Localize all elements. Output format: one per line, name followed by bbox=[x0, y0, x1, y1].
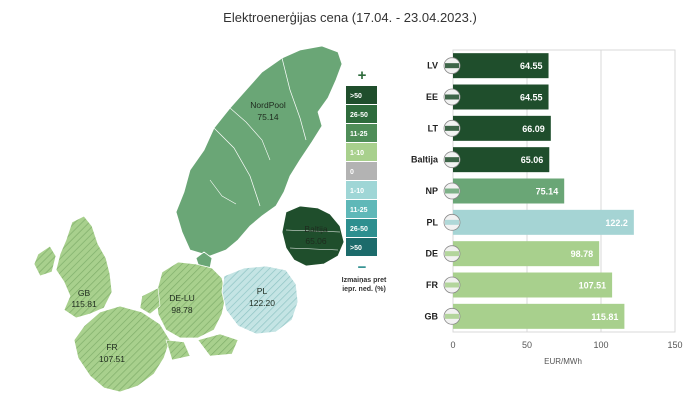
bar bbox=[453, 84, 549, 110]
map-label-fr: FR bbox=[106, 342, 117, 352]
bar bbox=[453, 53, 549, 79]
legend-swatch bbox=[346, 181, 377, 199]
legend-minus-icon: − bbox=[358, 259, 367, 276]
legend-swatch bbox=[346, 105, 377, 123]
region-pl bbox=[221, 265, 299, 335]
category-label: EE bbox=[426, 92, 438, 102]
legend-swatch-label: 0 bbox=[350, 169, 354, 176]
flag-stripe bbox=[445, 157, 459, 163]
chart-title: Elektroenerģijas cena (17.04. - 23.04.20… bbox=[223, 10, 477, 25]
x-axis-title: EUR/MWh bbox=[544, 357, 582, 366]
x-tick-label: 50 bbox=[522, 340, 532, 350]
legend-caption-line1: Izmaiņas pret bbox=[342, 277, 387, 284]
map-value-gb: 115.81 bbox=[71, 299, 97, 309]
bar-value-label: 64.55 bbox=[520, 61, 543, 71]
bar-value-label: 66.09 bbox=[522, 124, 545, 134]
legend-swatch-label: 26-50 bbox=[350, 226, 368, 233]
bar-value-label: 65.06 bbox=[521, 155, 544, 165]
map-label-nordpool: NordPool bbox=[250, 100, 286, 110]
bar-value-label: 75.14 bbox=[536, 187, 559, 197]
legend-swatch-label: 11-25 bbox=[350, 131, 368, 138]
category-label: GB bbox=[425, 311, 439, 321]
flag-stripe bbox=[445, 94, 459, 100]
region-gb bbox=[55, 215, 113, 319]
legend-swatch bbox=[346, 238, 377, 256]
map: NordPool 75.14 Baltija 65.06 GB 115.81 D… bbox=[33, 45, 345, 393]
flag-stripe bbox=[445, 251, 459, 257]
legend-swatch-label: >50 bbox=[350, 93, 362, 100]
category-label: FR bbox=[426, 280, 438, 290]
x-tick-label: 0 bbox=[450, 340, 455, 350]
region-baltija bbox=[281, 205, 345, 267]
legend-swatch bbox=[346, 219, 377, 237]
region-nordpool bbox=[175, 45, 343, 257]
bar bbox=[453, 272, 613, 298]
bar-value-label: 64.55 bbox=[520, 93, 543, 103]
legend-swatch bbox=[346, 143, 377, 161]
bar bbox=[453, 303, 625, 329]
category-label: Baltija bbox=[411, 155, 439, 165]
region-delu bbox=[155, 261, 227, 339]
map-value-nordpool: 75.14 bbox=[257, 112, 279, 122]
legend-swatch bbox=[346, 124, 377, 142]
category-label: NP bbox=[425, 186, 438, 196]
region-fr bbox=[73, 305, 171, 393]
category-label: DE bbox=[425, 249, 438, 259]
map-label-delu: DE-LU bbox=[169, 293, 195, 303]
legend-plus-icon: + bbox=[358, 67, 367, 84]
map-value-delu: 98.78 bbox=[171, 305, 193, 315]
category-label: PL bbox=[426, 217, 438, 227]
legend-swatch-label: 1-10 bbox=[350, 188, 364, 195]
flag-stripe bbox=[445, 219, 459, 225]
category-label: LV bbox=[427, 61, 438, 71]
map-label-pl: PL bbox=[257, 286, 268, 296]
flag-stripe bbox=[445, 125, 459, 131]
legend-swatch bbox=[346, 162, 377, 180]
flag-stripe bbox=[445, 188, 459, 194]
flag-stripe bbox=[445, 313, 459, 319]
bar-value-label: 115.81 bbox=[591, 312, 618, 322]
bar-value-label: 98.78 bbox=[571, 249, 594, 259]
bar-value-label: 122.2 bbox=[605, 218, 628, 228]
legend-swatch-label: 26-50 bbox=[350, 112, 368, 119]
flag-stripe bbox=[445, 63, 459, 69]
x-tick-label: 150 bbox=[667, 340, 682, 350]
legend-swatch-label: >50 bbox=[350, 245, 362, 252]
map-label-baltija: Baltija bbox=[304, 224, 327, 234]
map-label-gb: GB bbox=[78, 288, 91, 298]
legend-caption-line2: iepr. ned. (%) bbox=[342, 286, 386, 293]
bar-chart: LV 64.55 EE 64.55 LT 66.09 Baltija 65.06 NP 75.14… bbox=[411, 49, 683, 366]
map-value-pl: 122.20 bbox=[249, 298, 275, 308]
legend-swatch-label: 11-25 bbox=[350, 207, 368, 214]
legend-swatch-label: 1-10 bbox=[350, 150, 364, 157]
bar bbox=[453, 241, 600, 267]
bar bbox=[453, 115, 551, 141]
flag-stripe bbox=[445, 282, 459, 288]
x-tick-label: 100 bbox=[593, 340, 608, 350]
legend-swatch bbox=[346, 200, 377, 218]
legend-swatch bbox=[346, 86, 377, 104]
bar bbox=[453, 178, 565, 204]
category-label: LT bbox=[428, 123, 439, 133]
bar bbox=[453, 147, 550, 173]
bar bbox=[453, 209, 634, 235]
bar-value-label: 107.51 bbox=[579, 281, 607, 291]
map-value-fr: 107.51 bbox=[99, 354, 125, 364]
map-value-baltija: 65.06 bbox=[305, 236, 327, 246]
